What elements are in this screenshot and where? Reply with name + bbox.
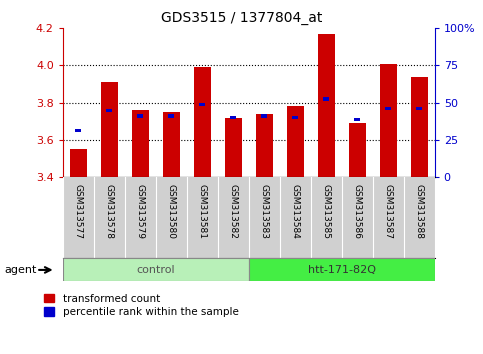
Text: GSM313582: GSM313582 <box>229 183 238 238</box>
Legend: transformed count, percentile rank within the sample: transformed count, percentile rank withi… <box>44 294 239 317</box>
Text: htt-171-82Q: htt-171-82Q <box>308 265 376 275</box>
Text: GSM313581: GSM313581 <box>198 183 207 239</box>
FancyBboxPatch shape <box>63 258 249 281</box>
Text: GSM313577: GSM313577 <box>74 183 83 239</box>
Bar <box>137 114 143 118</box>
Bar <box>354 118 360 121</box>
Text: GSM313586: GSM313586 <box>353 183 362 239</box>
Bar <box>199 103 205 107</box>
Bar <box>101 82 118 177</box>
Bar <box>349 123 366 177</box>
Text: control: control <box>137 265 175 275</box>
Text: GSM313580: GSM313580 <box>167 183 176 239</box>
Bar <box>163 112 180 177</box>
Bar <box>168 114 174 118</box>
Bar <box>323 97 329 101</box>
Text: GSM313578: GSM313578 <box>105 183 114 239</box>
Bar <box>411 77 428 177</box>
Text: GSM313579: GSM313579 <box>136 183 145 239</box>
Bar <box>287 107 304 177</box>
Text: GDS3515 / 1377804_at: GDS3515 / 1377804_at <box>161 11 322 25</box>
Text: agent: agent <box>5 265 37 275</box>
Bar <box>380 64 397 177</box>
Bar <box>132 110 149 177</box>
Bar <box>194 67 211 177</box>
Bar <box>230 116 236 119</box>
Bar <box>385 107 391 110</box>
Text: GSM313585: GSM313585 <box>322 183 331 239</box>
Bar <box>75 129 81 132</box>
Text: GSM313584: GSM313584 <box>291 183 300 238</box>
Bar <box>416 107 422 110</box>
Text: GSM313588: GSM313588 <box>415 183 424 239</box>
Text: GSM313587: GSM313587 <box>384 183 393 239</box>
Bar <box>292 116 298 119</box>
Text: GSM313583: GSM313583 <box>260 183 269 239</box>
Bar <box>225 118 242 177</box>
Bar <box>106 109 112 112</box>
Bar <box>318 34 335 177</box>
FancyBboxPatch shape <box>249 258 435 281</box>
Bar <box>256 114 273 177</box>
Bar <box>261 114 267 118</box>
Bar <box>70 149 87 177</box>
